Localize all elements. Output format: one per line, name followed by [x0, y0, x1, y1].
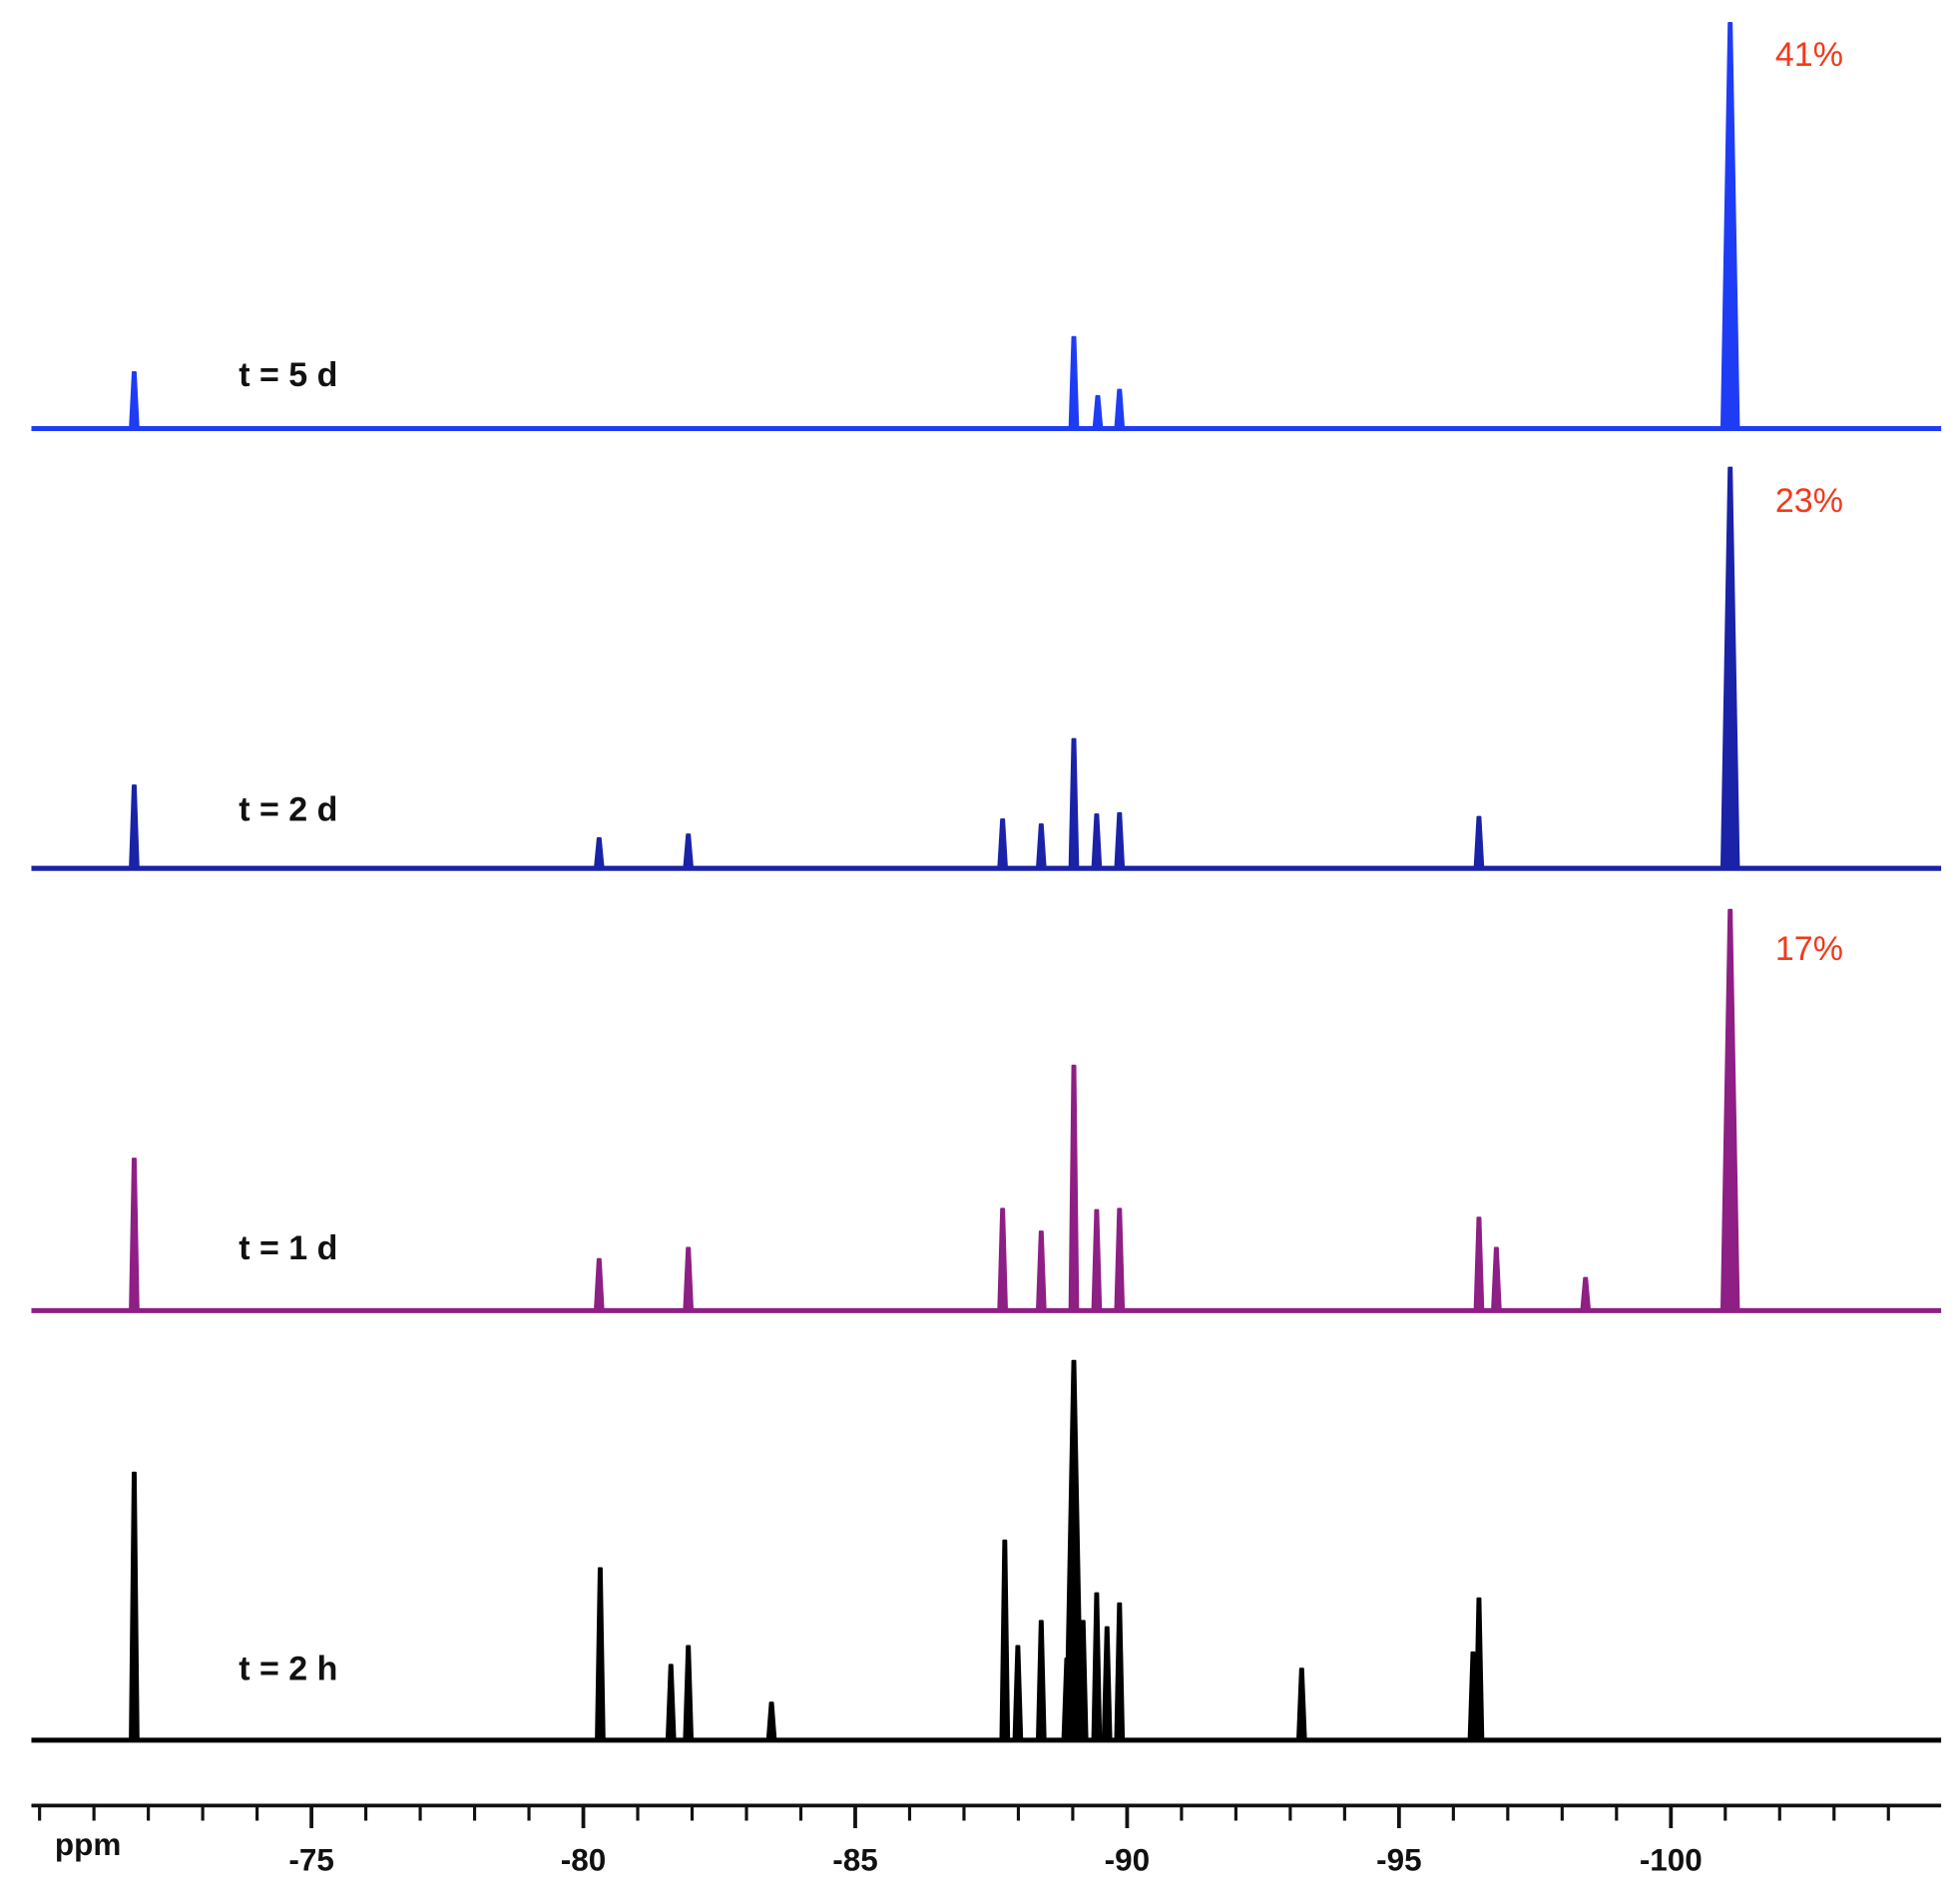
- peak: [999, 1539, 1011, 1741]
- peak: [1091, 1592, 1103, 1741]
- peak: [1473, 815, 1485, 870]
- peak: [1068, 335, 1080, 430]
- peak: [997, 818, 1008, 870]
- peak: [595, 1567, 606, 1741]
- peak: [1719, 466, 1740, 870]
- peak: [1035, 1620, 1047, 1741]
- peak: [1035, 823, 1047, 870]
- peak: [665, 1663, 677, 1741]
- peak: [1101, 1626, 1113, 1741]
- x-tick-label: -80: [561, 1842, 606, 1877]
- peak: [1491, 1246, 1502, 1312]
- x-tick-label: -85: [832, 1842, 877, 1877]
- peak: [1012, 1645, 1024, 1741]
- x-tick-label: -75: [288, 1842, 333, 1877]
- x-tick-label: -95: [1376, 1842, 1421, 1877]
- peak: [1473, 1597, 1485, 1741]
- series-label: t = 1 d: [239, 1229, 337, 1267]
- percent-label: 17%: [1775, 930, 1843, 968]
- peak: [129, 370, 140, 430]
- peak: [1473, 1216, 1485, 1312]
- peak: [683, 1645, 695, 1741]
- x-axis-label: ppm: [55, 1827, 121, 1862]
- peak: [1091, 1208, 1103, 1312]
- peak: [1719, 21, 1740, 430]
- peak: [593, 837, 605, 870]
- peak: [1114, 1207, 1126, 1312]
- peak: [1068, 1064, 1080, 1312]
- peak: [1077, 1620, 1089, 1741]
- series-label: t = 2 d: [239, 791, 337, 829]
- peak: [765, 1701, 777, 1741]
- peak: [1114, 811, 1126, 870]
- percent-label: 23%: [1775, 482, 1843, 520]
- peak: [1092, 394, 1104, 430]
- peak: [1114, 388, 1126, 430]
- peak: [1580, 1276, 1592, 1312]
- peak: [129, 784, 140, 870]
- peak: [1064, 1359, 1084, 1741]
- peak: [1295, 1667, 1307, 1741]
- peak: [1035, 1230, 1047, 1312]
- peak: [997, 1207, 1008, 1312]
- peak: [593, 1257, 605, 1312]
- peak: [129, 1158, 140, 1312]
- percent-label: 41%: [1775, 36, 1843, 74]
- series-label: t = 2 h: [239, 1651, 337, 1688]
- peak: [1068, 737, 1080, 870]
- peak: [129, 1471, 140, 1741]
- peak: [683, 1246, 695, 1312]
- peak: [1091, 813, 1103, 870]
- series-label: t = 5 d: [239, 356, 337, 394]
- x-tick-label: -90: [1105, 1842, 1150, 1877]
- peak: [1719, 908, 1740, 1312]
- peak: [1114, 1602, 1126, 1741]
- peak: [683, 833, 695, 870]
- x-tick-label: -100: [1640, 1842, 1703, 1877]
